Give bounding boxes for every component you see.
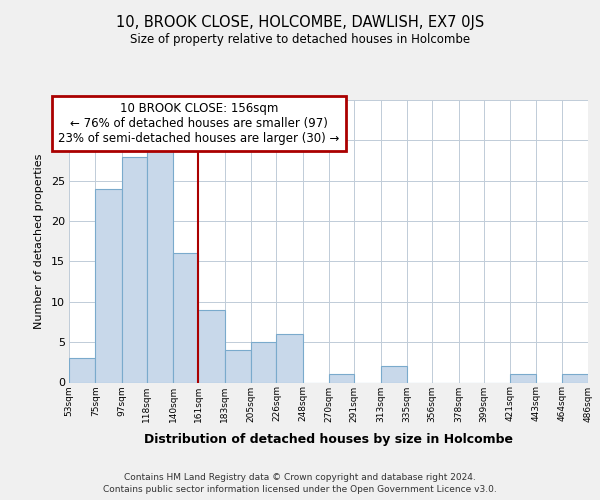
Bar <box>122 156 147 382</box>
Bar <box>251 342 277 382</box>
X-axis label: Distribution of detached houses by size in Holcombe: Distribution of detached houses by size … <box>144 433 513 446</box>
Bar <box>510 374 536 382</box>
Bar <box>147 148 173 382</box>
Bar <box>277 334 303 382</box>
Text: Contains public sector information licensed under the Open Government Licence v3: Contains public sector information licen… <box>103 485 497 494</box>
Bar <box>199 310 225 382</box>
Bar <box>173 254 199 382</box>
Bar <box>95 189 122 382</box>
Text: 10 BROOK CLOSE: 156sqm
← 76% of detached houses are smaller (97)
23% of semi-det: 10 BROOK CLOSE: 156sqm ← 76% of detached… <box>58 102 340 144</box>
Bar <box>69 358 95 382</box>
Text: Contains HM Land Registry data © Crown copyright and database right 2024.: Contains HM Land Registry data © Crown c… <box>124 472 476 482</box>
Bar <box>225 350 251 382</box>
Text: Size of property relative to detached houses in Holcombe: Size of property relative to detached ho… <box>130 32 470 46</box>
Text: 10, BROOK CLOSE, HOLCOMBE, DAWLISH, EX7 0JS: 10, BROOK CLOSE, HOLCOMBE, DAWLISH, EX7 … <box>116 15 484 30</box>
Bar <box>380 366 407 382</box>
Y-axis label: Number of detached properties: Number of detached properties <box>34 154 44 329</box>
Bar <box>329 374 354 382</box>
Bar <box>562 374 588 382</box>
